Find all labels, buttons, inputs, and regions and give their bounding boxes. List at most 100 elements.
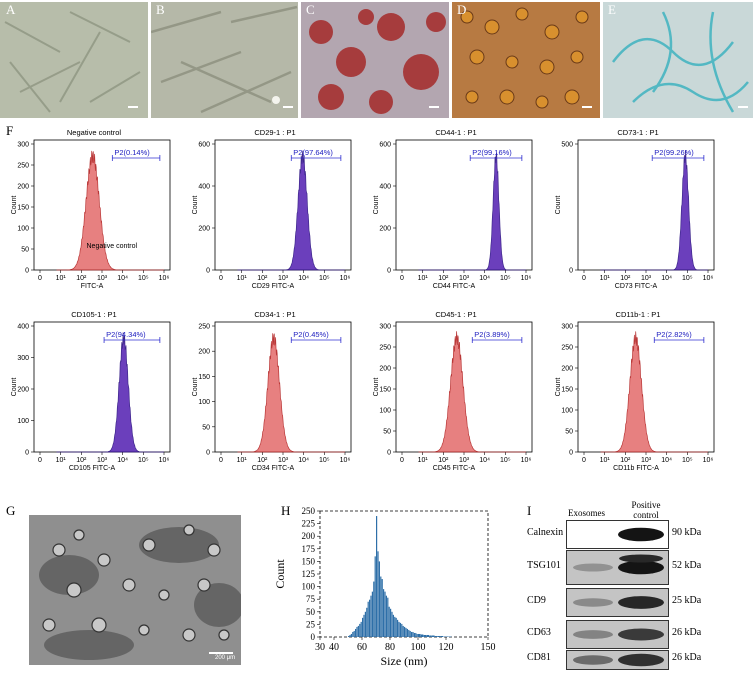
flow-x-tick-label: 10⁴ <box>298 457 309 464</box>
blot-strip <box>566 650 669 670</box>
flow-x-tick-label: 10¹ <box>56 275 67 282</box>
blot-protein-label: Calnexin <box>527 526 564 538</box>
blot-bands <box>573 596 664 609</box>
hist-bar <box>437 635 441 637</box>
flow-y-tick-label: 200 <box>379 226 391 233</box>
flow-plot-title: CD45-1 : P1 <box>435 310 476 319</box>
hist-y-tick-label: 50 <box>306 607 316 617</box>
flow-y-tick-label: 300 <box>561 324 573 331</box>
hist-frame <box>319 510 489 638</box>
flow-x-tick-label: 10⁴ <box>661 457 672 464</box>
hist-y-tick-label: 175 <box>302 544 316 554</box>
flow-y-tick-label: 600 <box>379 142 391 149</box>
flow-gate-label: P2(2.82%) <box>656 330 692 339</box>
flow-x-tick-label: 10² <box>76 275 87 282</box>
flow-y-tick-label: 50 <box>565 429 573 436</box>
hist-bar <box>385 595 387 637</box>
hist-bar <box>392 614 394 637</box>
flow-x-tick-label: 10² <box>76 457 87 464</box>
hist-bar <box>380 576 382 637</box>
hist-bar <box>357 625 359 637</box>
flow-y-label: Count <box>192 196 199 215</box>
flow-plot-8: CD11b-1 : P1 0 50 100 150 200 250 300 Count 0 10¹ 1… <box>552 310 728 472</box>
flow-y-tick-label: 50 <box>21 247 29 254</box>
flow-x-tick-label: 0 <box>582 457 586 464</box>
flow-histogram <box>56 332 164 453</box>
blot-band-exosomes <box>573 630 613 639</box>
blot-col-exosomes: Exosomes <box>568 508 605 518</box>
flow-y-tick-label: 500 <box>561 142 573 149</box>
flow-x-tick-label: 0 <box>219 457 223 464</box>
flow-y-tick-label: 50 <box>202 424 210 431</box>
flow-x-label: FITC-A <box>81 283 104 290</box>
hist-x-tick-label: 30 <box>315 642 325 653</box>
hist-x-tick-label: 40 <box>329 642 339 653</box>
hist-bar <box>377 551 379 637</box>
hist-bar <box>350 633 352 637</box>
flow-x-tick-label: 10⁴ <box>117 275 128 282</box>
flow-plot-frame <box>33 321 171 453</box>
flow-x-tick-label: 10⁴ <box>117 457 128 464</box>
blot-band-positive <box>618 527 664 542</box>
flow-y-tick-label: 600 <box>198 142 210 149</box>
flow-plot-3: CD44-1 : P1 0 200 400 600 Count 0 10¹ 10² 10³ 10⁴ 1… <box>370 128 546 290</box>
flow-plot-1: Negative control 0 50 100 150 200 250 300 Count 0… <box>8 128 184 290</box>
flow-x-tick-label: 10³ <box>97 275 108 282</box>
hist-y-tick-label: 250 <box>302 506 316 516</box>
flow-x-label: CD45 FITC-A <box>433 465 476 472</box>
hist-bar <box>384 591 386 637</box>
panel-letter-h: H <box>281 503 291 518</box>
flow-y-tick-label: 0 <box>25 268 29 275</box>
hist-bar <box>418 633 421 637</box>
flow-histogram <box>237 333 345 453</box>
hist-bar <box>395 617 397 637</box>
flow-y-tick-label: 200 <box>379 366 391 373</box>
hist-x-tick-label: 100 <box>411 642 426 653</box>
blot-kda-label: 52 kDa <box>672 559 702 571</box>
hist-bar <box>412 631 414 637</box>
blot-bands <box>573 628 664 641</box>
flow-x-tick-label: 10⁶ <box>159 275 170 282</box>
flow-y-label: Count <box>11 378 18 397</box>
hist-y-label: Count <box>273 559 287 589</box>
flow-y-tick-label: 150 <box>17 205 29 212</box>
flow-y-tick-label: 0 <box>25 450 29 457</box>
flow-plot-title: CD105-1 : P1 <box>71 310 116 319</box>
flow-x-label: CD11b FITC-A <box>613 465 659 472</box>
hist-y-tick-label: 150 <box>302 556 316 566</box>
flow-x-label: CD44 FITC-A <box>433 283 476 290</box>
flow-x-tick-label: 10⁵ <box>319 457 330 464</box>
hist-bar <box>378 561 380 637</box>
flow-y-tick-label: 0 <box>206 450 210 457</box>
flow-histogram <box>600 150 708 271</box>
flow-plot-frame <box>577 139 715 271</box>
flow-x-tick-label: 10² <box>438 457 449 464</box>
flow-x-tick-label: 10⁴ <box>298 275 309 282</box>
flow-x-tick-label: 0 <box>38 457 42 464</box>
hist-bar <box>388 606 390 637</box>
hist-y-tick-label: 25 <box>306 619 316 629</box>
hist-bar <box>348 635 350 637</box>
flow-gate-label: P2(0.14%) <box>114 148 150 157</box>
flow-x-tick-label: 10² <box>620 457 631 464</box>
hist-x-tick-label: 60 <box>357 642 367 653</box>
flow-gate-label: P2(94.34%) <box>106 330 146 339</box>
blot-protein-label: TSG101 <box>527 559 561 571</box>
hist-bar <box>356 626 358 637</box>
flow-plot-title: Negative control <box>67 128 122 137</box>
flow-plot-2: CD29-1 : P1 0 200 400 600 Count 0 10¹ 10² 10³ 10⁴ 1… <box>189 128 365 290</box>
flow-y-tick-label: 400 <box>17 324 29 331</box>
blot-bands <box>618 527 664 542</box>
flow-x-tick-label: 10³ <box>278 275 289 282</box>
micrograph-c <box>301 2 449 118</box>
hist-bar <box>376 516 378 637</box>
hist-bar <box>401 623 403 637</box>
blot-band-positive <box>618 653 664 667</box>
flow-y-tick-label: 200 <box>198 226 210 233</box>
blot-band-positive <box>618 596 664 609</box>
flow-x-tick-label: 10⁵ <box>319 275 330 282</box>
flow-x-tick-label: 10³ <box>278 457 289 464</box>
flow-histogram <box>56 150 164 271</box>
size-distribution-chart: 0 25 50 75 100 125 150 175 200 225 250 30 40 60 80 100 1… <box>270 505 505 670</box>
flow-x-tick-label: 10⁶ <box>703 457 714 464</box>
